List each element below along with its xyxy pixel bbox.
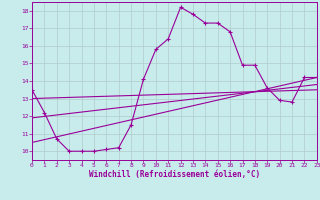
X-axis label: Windchill (Refroidissement éolien,°C): Windchill (Refroidissement éolien,°C) [89,170,260,179]
